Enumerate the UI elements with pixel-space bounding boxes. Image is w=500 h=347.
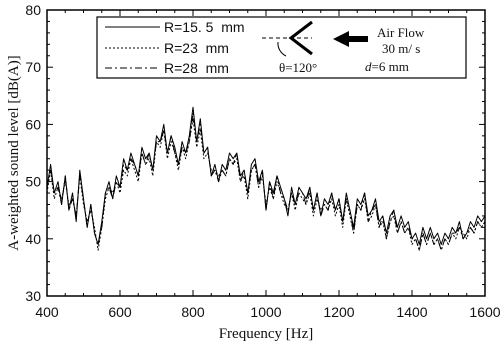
series-lines [46,106,486,251]
y-tick-label: 50 [25,174,41,190]
airflow-speed: 30 m/ s [382,41,420,56]
x-tick-label: 600 [108,304,132,320]
x-tick-label: 1600 [469,304,500,320]
airflow-arrow-icon [333,31,368,47]
y-tick-label: 40 [25,231,41,247]
x-tick-label: 1400 [396,304,427,320]
d-value: =6 mm [372,59,409,74]
airflow-label: Air Flow [377,25,425,40]
x-tick-label: 1000 [250,304,281,320]
y-tick-label: 30 [25,288,41,304]
y-tick-label: 70 [25,59,41,75]
y-axis-title: A-weighted sound level [dB(A)] [6,55,22,250]
wedge-icon [288,20,313,56]
legend-label-r15: R=15. 5 mm [164,19,245,35]
axis-ticks [46,9,486,297]
angle-arc-icon [277,41,287,57]
x-tick-label: 800 [181,304,205,320]
x-tick-label: 1200 [323,304,354,320]
x-tick-label: 400 [35,304,59,320]
legend-label-r23: R=23 mm [164,40,229,56]
legend: R=15. 5 mm R=23 mm R=28 mm θ=120° Air Fl… [96,16,467,79]
series-line-3 [46,112,486,251]
d-symbol: d [365,59,372,74]
angle-label: θ=120° [279,60,317,75]
x-axis-title: Frequency [Hz] [219,326,314,342]
axis-tick-labels: 400 600 800 1000 1200 1400 1600 30 40 50 60 70 80 [25,2,500,320]
y-tick-label: 80 [25,2,41,18]
series-line-1 [46,106,486,245]
series-line-2 [46,118,486,251]
d-value-label: d=6 mm [365,59,409,74]
y-tick-label: 60 [25,116,41,132]
legend-label-r28: R=28 mm [164,60,229,76]
